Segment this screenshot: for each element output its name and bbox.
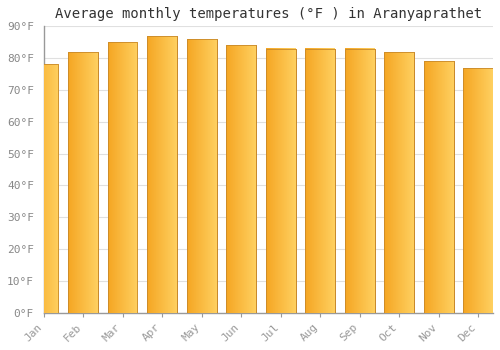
Bar bbox=[148, 36, 177, 313]
Bar bbox=[306, 49, 335, 313]
Bar bbox=[108, 42, 138, 313]
Bar bbox=[345, 49, 374, 313]
Bar bbox=[187, 39, 216, 313]
Bar bbox=[266, 49, 296, 313]
Bar bbox=[464, 68, 493, 313]
Bar bbox=[148, 36, 177, 313]
Bar bbox=[29, 64, 58, 313]
Bar bbox=[226, 46, 256, 313]
Bar bbox=[108, 42, 138, 313]
Bar bbox=[266, 49, 296, 313]
Bar bbox=[345, 49, 374, 313]
Bar bbox=[384, 52, 414, 313]
Bar bbox=[68, 52, 98, 313]
Bar bbox=[464, 68, 493, 313]
Bar bbox=[226, 46, 256, 313]
Bar bbox=[187, 39, 216, 313]
Bar bbox=[68, 52, 98, 313]
Bar bbox=[424, 61, 454, 313]
Bar bbox=[384, 52, 414, 313]
Bar bbox=[29, 64, 58, 313]
Title: Average monthly temperatures (°F ) in Aranyaprathet: Average monthly temperatures (°F ) in Ar… bbox=[55, 7, 482, 21]
Bar bbox=[424, 61, 454, 313]
Bar bbox=[306, 49, 335, 313]
